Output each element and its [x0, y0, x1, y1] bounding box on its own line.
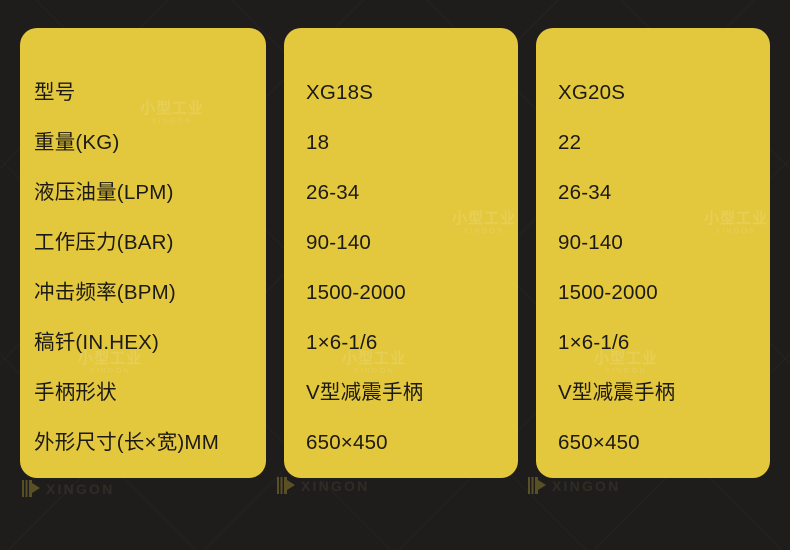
spec-value-cell: 90-140: [558, 231, 624, 254]
spec-value-cell: 22: [558, 131, 582, 154]
spec-value-cell: 650×450: [306, 431, 388, 454]
spec-value-cell: XG18S: [306, 81, 374, 104]
spec-value-cell: V型减震手柄: [306, 381, 424, 404]
spec-column-labels: 小型工业 XINGON 小型工业 XINGON 型号 重量(KG) 液压油量(L…: [20, 28, 266, 478]
spec-value-cell: 26-34: [558, 181, 612, 204]
spec-value-cell: 18: [306, 131, 330, 154]
spec-label-cell: 手柄形状: [34, 381, 117, 404]
spec-value-cell: 1×6-1/6: [558, 331, 630, 354]
spec-value-cell: 90-140: [306, 231, 372, 254]
spec-value-cell: 650×450: [558, 431, 640, 454]
spec-value-cell: V型减震手柄: [558, 381, 676, 404]
spec-value-cell: 1500-2000: [306, 281, 406, 304]
spec-label-cell: 重量(KG): [34, 131, 120, 154]
spec-value-cell: 1×6-1/6: [306, 331, 378, 354]
spec-value-cell: XG20S: [558, 81, 626, 104]
spec-label-cell: 液压油量(LPM): [34, 181, 174, 204]
spec-label-cell: 工作压力(BAR): [34, 231, 174, 254]
spec-label-cell: 稿钎(IN.HEX): [34, 331, 159, 354]
spec-column-xg18s: 小型工业 XINGON 小型工业 XINGON XG18S 18 26-34 9…: [284, 28, 518, 478]
spec-value-cell: 26-34: [306, 181, 360, 204]
spec-column-xg20s: 小型工业 XINGON 小型工业 XINGON XG20S 22 26-34 9…: [536, 28, 770, 478]
spec-value-cell: 1500-2000: [558, 281, 658, 304]
spec-label-cell: 型号: [34, 81, 76, 104]
specification-table: 小型工业 XINGON 小型工业 XINGON 型号 重量(KG) 液压油量(L…: [20, 28, 770, 478]
spec-label-cell: 外形尺寸(长×宽)MM: [34, 431, 219, 454]
spec-label-cell: 冲击频率(BPM): [34, 281, 176, 304]
